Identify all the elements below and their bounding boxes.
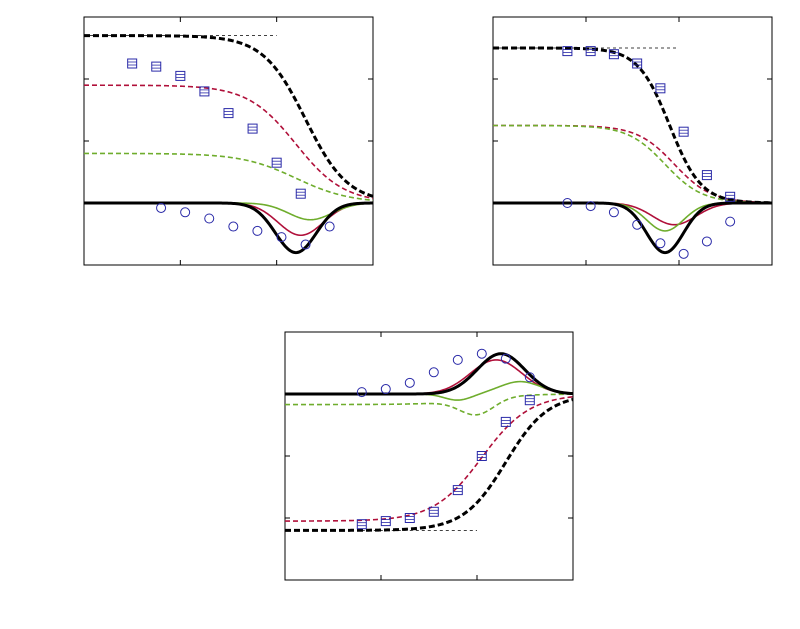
series-line-red-solid [84,202,373,237]
marker-circle [404,377,415,388]
marker-square [356,519,367,530]
series-line-red-dashed [84,84,373,200]
marker-circle [678,248,689,259]
series-line-black-solid-thick [493,201,772,255]
marker-square [452,485,463,496]
plot-area [84,34,373,255]
series-line-black-dashed-thick [84,34,373,198]
series-line-black-solid-thick [285,352,573,396]
chart-panel-top-left [83,16,374,266]
chart-panel-bottom [284,331,574,581]
marker-circle [252,225,263,236]
marker-circle [228,221,239,232]
marker-square [678,126,689,137]
marker-square [223,108,234,119]
marker-square [428,506,439,517]
marker-square [151,61,162,72]
series-line-red-dashed [493,124,772,204]
marker-square [175,70,186,81]
plot-frame [284,331,574,581]
series-line-green-solid [285,380,573,401]
marker-circle [725,216,736,227]
marker-square [585,46,596,57]
chart-panel-top-right [492,16,773,266]
marker-circle [701,236,712,247]
marker-circle [156,202,167,213]
marker-square [562,46,573,57]
marker-circle [585,201,596,212]
marker-circle [524,372,535,383]
plot-area [285,352,573,532]
series-line-green-dashed [84,152,373,202]
marker-circle [324,221,335,232]
marker-circle [608,207,619,218]
marker-circle [356,387,367,398]
series-line-green-dashed [493,124,772,204]
marker-square [608,49,619,60]
marker-square [655,83,666,94]
marker-circle [632,219,643,230]
marker-square [476,451,487,461]
series-line-red-dashed [285,395,573,522]
marker-circle [452,354,463,365]
marker-square [199,86,210,97]
marker-square [271,157,282,168]
marker-circle [300,239,311,250]
marker-square [725,191,736,202]
marker-square [127,58,138,69]
marker-circle [276,232,287,243]
marker-circle [476,348,487,359]
series-line-green-dashed [285,393,573,416]
marker-square [247,123,258,134]
marker-square [524,395,535,406]
marker-circle [180,207,191,218]
series-line-red-solid [285,359,573,395]
marker-square [701,170,712,181]
marker-square [295,188,306,199]
marker-circle [562,198,573,208]
series-line-black-dashed-thick [493,46,772,205]
series-line-black-solid-thick [84,201,373,255]
series-line-black-dashed-thick [285,397,573,532]
marker-circle [204,213,215,224]
marker-circle [655,238,666,249]
marker-circle [380,384,391,395]
marker-square [380,516,391,527]
marker-square [404,513,415,523]
marker-square [632,58,643,69]
plot-area [493,46,772,255]
marker-circle [500,353,511,364]
plot-frame [492,16,773,266]
marker-circle [428,367,439,378]
marker-square [500,416,511,427]
